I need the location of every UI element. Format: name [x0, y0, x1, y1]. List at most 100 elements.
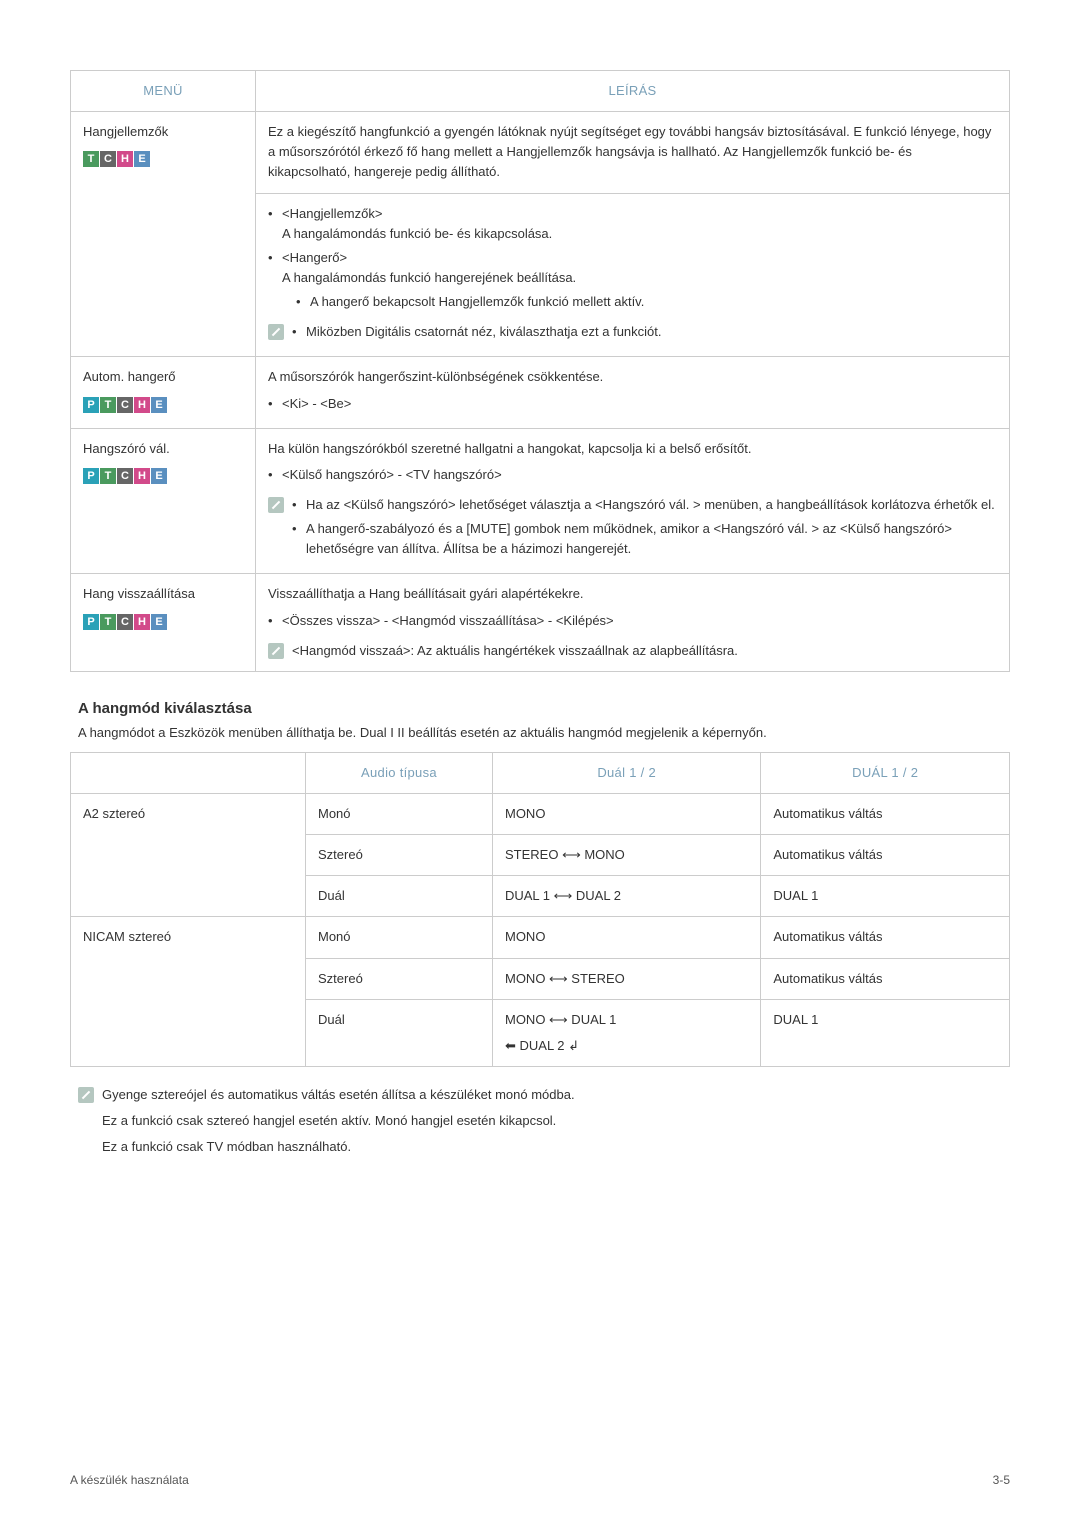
bullet-item: <Hangerő>A hangalámondás funkció hangere… — [268, 248, 997, 312]
note-bullet-list: Ha az <Külső hangszóró> lehetőséget vála… — [292, 495, 997, 559]
note-bullet-list: Miközben Digitális csatornát néz, kivála… — [292, 322, 662, 342]
footnote-line: Gyenge sztereójel és automatikus váltás … — [78, 1085, 1010, 1105]
footnotes: Gyenge sztereójel és automatikus váltás … — [78, 1085, 1010, 1157]
col-header-menu: MENÜ — [71, 71, 256, 112]
badge-C: C — [117, 397, 133, 413]
badge-T: T — [83, 151, 99, 167]
note-icon — [268, 497, 284, 513]
desc-intro: A műsorszórók hangerőszint-különbségének… — [268, 367, 997, 387]
menu-cell: Hangjellemzők TCHE — [71, 112, 256, 357]
bullet-item: <Ki> - <Be> — [268, 394, 997, 414]
dual12b-cell: Automatikus váltás — [761, 835, 1010, 876]
badge-T: T — [100, 468, 116, 484]
dual12b-cell: DUAL 1 — [761, 876, 1010, 917]
desc-cell: Ha külön hangszórókból szeretné hallgatn… — [256, 428, 1010, 574]
dual12b-cell: DUAL 1 — [761, 999, 1010, 1066]
badge-row: PTCHE — [83, 394, 243, 414]
arrow-lr-icon: ⟷ — [549, 1012, 568, 1027]
dual12-cell: STEREO ⟷ MONO — [492, 835, 760, 876]
col-header-empty — [71, 752, 306, 793]
dual12b-cell: Automatikus váltás — [761, 917, 1010, 958]
desc-intro: Visszaállíthatja a Hang beállításait gyá… — [268, 584, 997, 604]
arrow-lr-icon: ⟷ — [549, 971, 568, 986]
col-header-desc: LEÍRÁS — [256, 71, 1010, 112]
menu-title: Hangjellemzők — [83, 122, 243, 142]
col-header-audio-type: Audio típusa — [306, 752, 493, 793]
menu-title: Autom. hangerő — [83, 367, 243, 387]
note-row: Miközben Digitális csatornát néz, kivála… — [268, 322, 997, 346]
note-row: <Hangmód visszaá>: Az aktuális hangérték… — [268, 641, 997, 661]
audio-type-cell: Duál — [306, 999, 493, 1066]
note-row: Ha az <Külső hangszóró> lehetőséget vála… — [268, 495, 997, 563]
badge-E: E — [151, 614, 167, 630]
bullet-sub: A hangalámondás funkció be- és kikapcsol… — [282, 224, 997, 244]
badge-P: P — [83, 468, 99, 484]
note-bullet-item: Miközben Digitális csatornát néz, kivála… — [292, 322, 662, 342]
badge-H: H — [134, 397, 150, 413]
badge-H: H — [117, 151, 133, 167]
note-bullet-item: A hangerő-szabályozó és a [MUTE] gombok … — [292, 519, 997, 559]
badge-P: P — [83, 397, 99, 413]
desc-cell: A műsorszórók hangerőszint-különbségének… — [256, 357, 1010, 428]
menu-description-table: MENÜ LEÍRÁS Hangjellemzők TCHE Ez a kieg… — [70, 70, 1010, 672]
note-icon — [78, 1087, 94, 1103]
audio-type-table: Audio típusa Duál 1 / 2 DUÁL 1 / 2 A2 sz… — [70, 752, 1010, 1067]
badge-E: E — [134, 151, 150, 167]
desc-intro: Ez a kiegészítő hangfunkció a gyengén lá… — [268, 122, 997, 182]
badge-E: E — [151, 397, 167, 413]
footnote-text: Gyenge sztereójel és automatikus váltás … — [102, 1085, 575, 1105]
bullet-item: <Külső hangszóró> - <TV hangszóró> — [268, 465, 997, 485]
badge-row: PTCHE — [83, 611, 243, 631]
badge-T: T — [100, 397, 116, 413]
footer-left: A készülék használata — [70, 1473, 189, 1487]
bullet-list: <Hangjellemzők>A hangalámondás funkció b… — [268, 204, 997, 313]
arrow-return-icon: ↲ — [568, 1038, 579, 1053]
badge-row: PTCHE — [83, 465, 243, 485]
section-desc: A hangmódot a Eszközök menüben állíthatj… — [78, 725, 1010, 740]
sub-bullet-item: A hangerő bekapcsolt Hangjellemzők funkc… — [296, 292, 997, 312]
bullet-item: <Hangjellemzők>A hangalámondás funkció b… — [268, 204, 997, 244]
arrow-lr-icon: ⟷ — [554, 888, 573, 903]
col-header-dual12: Duál 1 / 2 — [492, 752, 760, 793]
note-icon — [268, 324, 284, 340]
badge-C: C — [117, 468, 133, 484]
footnote-text: Ez a funkció csak sztereó hangjel esetén… — [78, 1111, 1010, 1131]
arrow-l-icon: ⬅ — [505, 1038, 516, 1053]
dual12-cell: MONO ⟷ STEREO — [492, 958, 760, 999]
dual12-cell: MONO — [492, 793, 760, 834]
badge-E: E — [151, 468, 167, 484]
badge-C: C — [117, 614, 133, 630]
group-name-cell: NICAM sztereó — [71, 917, 306, 1067]
dual12-cell: DUAL 1 ⟷ DUAL 2 — [492, 876, 760, 917]
note-bullet-item: Ha az <Külső hangszóró> lehetőséget vála… — [292, 495, 997, 515]
bullet-item: <Összes vissza> - <Hangmód visszaállítás… — [268, 611, 997, 631]
col-header-dual12b: DUÁL 1 / 2 — [761, 752, 1010, 793]
sub-bullet-list: A hangerő bekapcsolt Hangjellemzők funkc… — [282, 292, 997, 312]
section-heading: A hangmód kiválasztása — [78, 700, 1010, 717]
menu-title: Hang visszaállítása — [83, 584, 243, 604]
badge-T: T — [100, 614, 116, 630]
dual12-cell: MONO ⟷ DUAL 1⬅ DUAL 2 ↲ — [492, 999, 760, 1066]
audio-type-cell: Sztereó — [306, 835, 493, 876]
desc-cell: Visszaállíthatja a Hang beállításait gyá… — [256, 574, 1010, 671]
menu-cell: Hangszóró vál. PTCHE — [71, 428, 256, 574]
group-name-cell: A2 sztereó — [71, 793, 306, 916]
badge-C: C — [100, 151, 116, 167]
badge-row: TCHE — [83, 148, 243, 168]
bullet-list: <Összes vissza> - <Hangmód visszaállítás… — [268, 611, 997, 631]
dual12-cell: MONO — [492, 917, 760, 958]
arrow-lr-icon: ⟷ — [562, 847, 581, 862]
badge-H: H — [134, 614, 150, 630]
bullet-sub: A hangalámondás funkció hangerejének beá… — [282, 268, 997, 288]
desc-intro: Ha külön hangszórókból szeretné hallgatn… — [268, 439, 997, 459]
note-text: <Hangmód visszaá>: Az aktuális hangérték… — [292, 641, 738, 661]
footnote-text: Ez a funkció csak TV módban használható. — [78, 1137, 1010, 1157]
menu-cell: Hang visszaállítása PTCHE — [71, 574, 256, 671]
bullet-list: <Ki> - <Be> — [268, 394, 997, 414]
audio-type-cell: Sztereó — [306, 958, 493, 999]
bullet-list: <Külső hangszóró> - <TV hangszóró> — [268, 465, 997, 485]
audio-type-cell: Monó — [306, 793, 493, 834]
footer-right: 3-5 — [993, 1473, 1010, 1487]
menu-title: Hangszóró vál. — [83, 439, 243, 459]
dual12b-cell: Automatikus váltás — [761, 793, 1010, 834]
